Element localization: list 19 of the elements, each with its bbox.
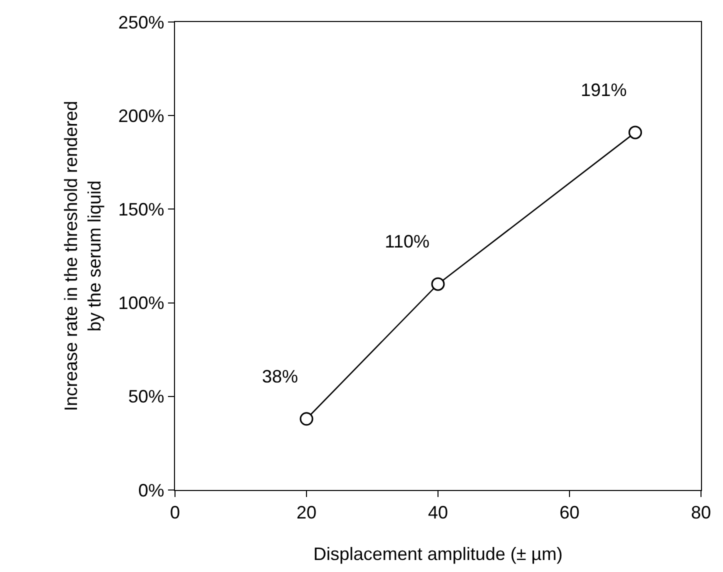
point bbox=[431, 277, 445, 291]
y-axis-title: Increase rate in the threshold rendered by the serum liquid bbox=[61, 100, 104, 412]
x-tick-label: 40 bbox=[428, 502, 448, 523]
x-axis-title: Displacement amplitude (± µm) bbox=[313, 544, 563, 564]
data-label: 191% bbox=[580, 80, 627, 100]
y-tick-label: 200% bbox=[118, 106, 164, 126]
y-tick-label: 50% bbox=[128, 386, 164, 407]
data-label: 110% bbox=[384, 232, 430, 252]
data-label: 38% bbox=[262, 366, 298, 386]
y-tick-label: 0% bbox=[138, 480, 164, 500]
y-tick-label: 150% bbox=[118, 200, 164, 220]
x-tick-label: 20 bbox=[296, 502, 317, 523]
point bbox=[628, 126, 642, 140]
x-tick-label: 60 bbox=[559, 502, 580, 523]
y-tick-label: 100% bbox=[118, 293, 164, 314]
point bbox=[300, 412, 314, 426]
x-tick-label: 0 bbox=[170, 502, 180, 523]
x-tick-label: 80 bbox=[690, 502, 712, 523]
y-tick-label: 250% bbox=[118, 12, 164, 32]
